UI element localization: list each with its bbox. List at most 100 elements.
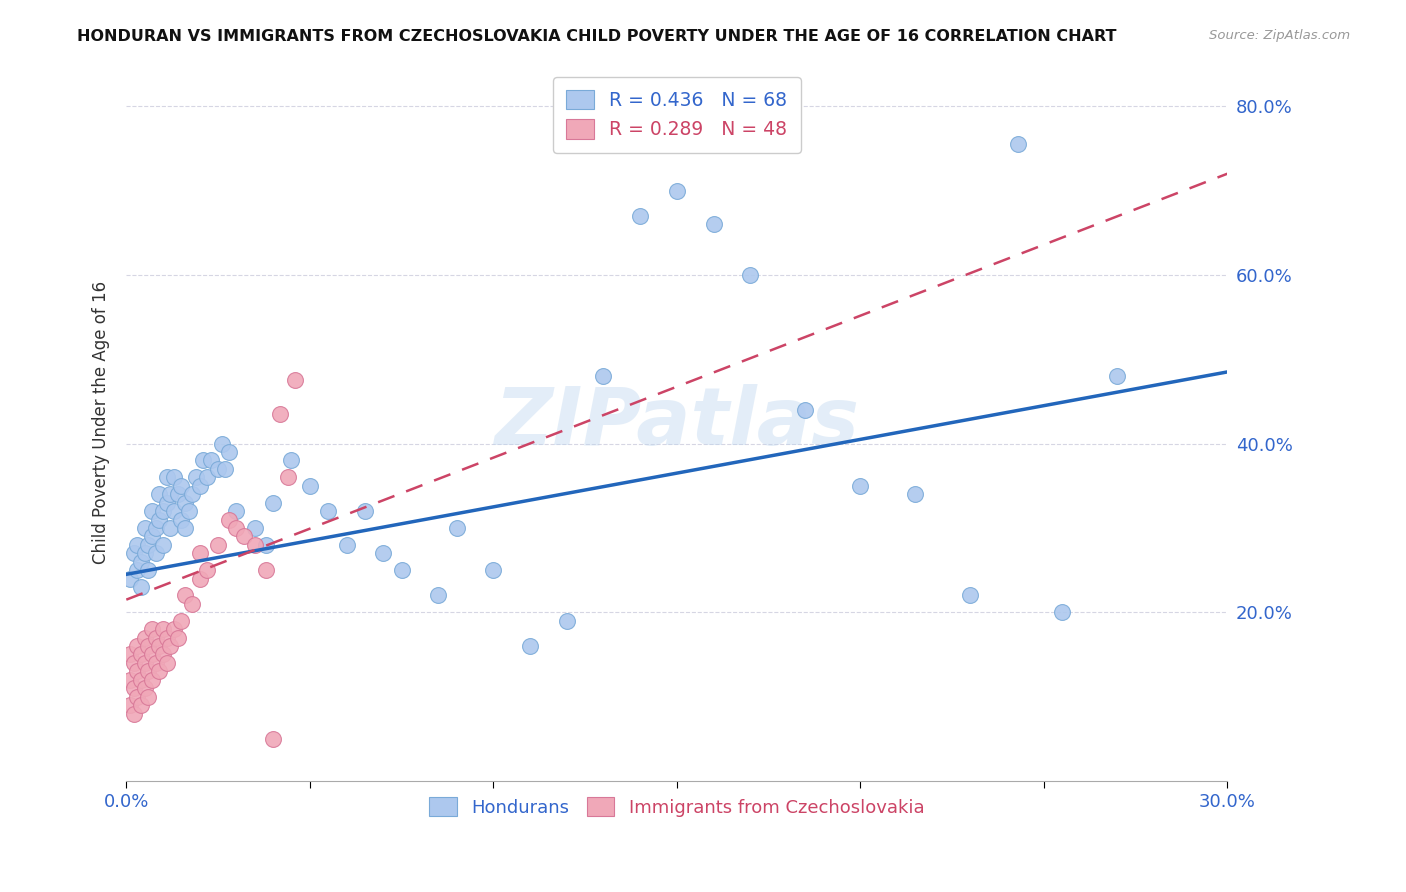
Point — [141, 648, 163, 662]
Point — [177, 504, 200, 518]
Point — [122, 681, 145, 696]
Point — [519, 639, 541, 653]
Text: Source: ZipAtlas.com: Source: ZipAtlas.com — [1209, 29, 1350, 42]
Point — [159, 487, 181, 501]
Point — [166, 631, 188, 645]
Point — [232, 529, 254, 543]
Point — [136, 563, 159, 577]
Point — [1050, 605, 1073, 619]
Point — [794, 403, 817, 417]
Point — [188, 572, 211, 586]
Point — [163, 470, 186, 484]
Point — [141, 529, 163, 543]
Point — [211, 436, 233, 450]
Point — [156, 470, 179, 484]
Point — [118, 673, 141, 687]
Point — [145, 546, 167, 560]
Point — [280, 453, 302, 467]
Point — [592, 369, 614, 384]
Point — [214, 462, 236, 476]
Point — [188, 546, 211, 560]
Point — [122, 706, 145, 721]
Point — [127, 538, 149, 552]
Point — [446, 521, 468, 535]
Point — [174, 521, 197, 535]
Point — [207, 462, 229, 476]
Point — [218, 445, 240, 459]
Point — [159, 521, 181, 535]
Point — [129, 648, 152, 662]
Point — [170, 614, 193, 628]
Point — [959, 589, 981, 603]
Point — [148, 512, 170, 526]
Point — [188, 479, 211, 493]
Point — [628, 209, 651, 223]
Point — [134, 521, 156, 535]
Point — [129, 555, 152, 569]
Point — [277, 470, 299, 484]
Point — [184, 470, 207, 484]
Point — [665, 184, 688, 198]
Point — [174, 496, 197, 510]
Point — [152, 538, 174, 552]
Point — [129, 580, 152, 594]
Point — [163, 622, 186, 636]
Point — [152, 504, 174, 518]
Point — [134, 546, 156, 560]
Point — [181, 597, 204, 611]
Point — [122, 656, 145, 670]
Y-axis label: Child Poverty Under the Age of 16: Child Poverty Under the Age of 16 — [93, 281, 110, 564]
Point — [1007, 137, 1029, 152]
Point — [284, 373, 307, 387]
Point — [118, 648, 141, 662]
Point — [148, 487, 170, 501]
Point — [316, 504, 339, 518]
Point — [254, 538, 277, 552]
Point — [243, 521, 266, 535]
Point — [170, 479, 193, 493]
Point — [174, 589, 197, 603]
Point — [555, 614, 578, 628]
Point — [298, 479, 321, 493]
Point — [136, 665, 159, 679]
Point — [118, 572, 141, 586]
Point — [127, 563, 149, 577]
Point — [195, 563, 218, 577]
Point — [354, 504, 377, 518]
Point — [166, 487, 188, 501]
Point — [849, 479, 872, 493]
Point — [122, 546, 145, 560]
Point — [195, 470, 218, 484]
Point — [129, 673, 152, 687]
Point — [156, 496, 179, 510]
Point — [141, 622, 163, 636]
Point — [156, 656, 179, 670]
Point — [269, 407, 291, 421]
Point — [218, 512, 240, 526]
Point — [145, 631, 167, 645]
Point — [145, 656, 167, 670]
Point — [225, 521, 247, 535]
Point — [193, 453, 215, 467]
Legend: Hondurans, Immigrants from Czechoslovakia: Hondurans, Immigrants from Czechoslovaki… — [420, 789, 934, 826]
Point — [141, 673, 163, 687]
Point — [904, 487, 927, 501]
Point — [225, 504, 247, 518]
Point — [148, 665, 170, 679]
Point — [134, 631, 156, 645]
Point — [335, 538, 357, 552]
Point — [427, 589, 450, 603]
Point — [145, 521, 167, 535]
Point — [181, 487, 204, 501]
Point — [254, 563, 277, 577]
Point — [127, 665, 149, 679]
Point — [702, 217, 724, 231]
Point — [391, 563, 413, 577]
Point — [243, 538, 266, 552]
Point — [148, 639, 170, 653]
Point — [134, 656, 156, 670]
Point — [127, 690, 149, 704]
Point — [159, 639, 181, 653]
Point — [163, 504, 186, 518]
Point — [156, 631, 179, 645]
